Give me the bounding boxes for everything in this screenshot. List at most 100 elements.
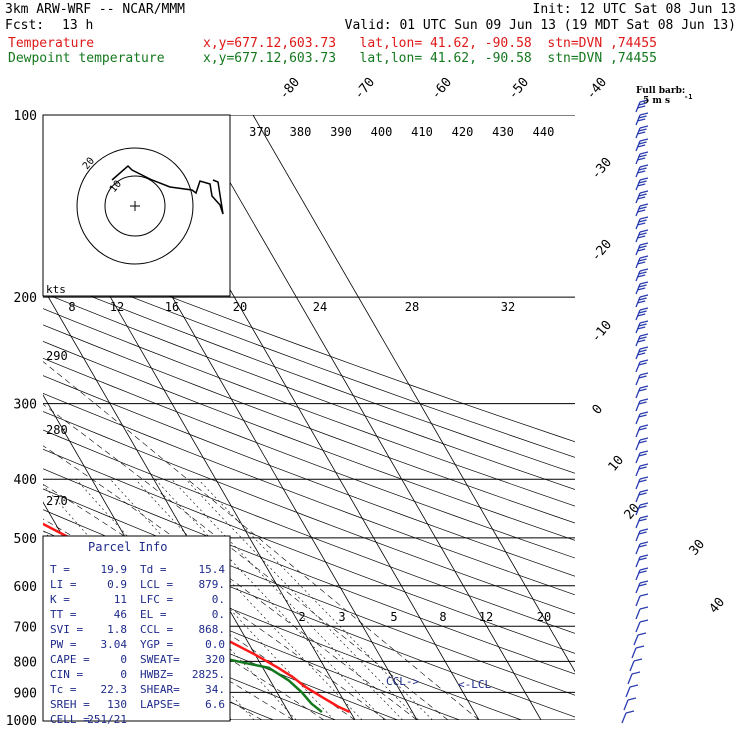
wind-barb-feather	[638, 375, 647, 379]
wind-barb-feather	[638, 336, 647, 340]
wind-barb-feather	[639, 216, 649, 220]
wind-barb	[635, 114, 641, 126]
wind-barb	[635, 478, 641, 490]
parcel-info-cell: SREH =	[50, 698, 90, 711]
parcel-info-cell: CCL =	[140, 623, 173, 636]
mixing-ratio-line	[171, 478, 403, 720]
model-title: 3km ARW-WRF -- NCAR/MMM	[5, 2, 186, 17]
barb-legend-sup: -1	[684, 93, 692, 101]
wind-barb-feather	[638, 310, 647, 314]
wind-barb-feather	[639, 463, 649, 467]
mixing-ratio-label: 2	[298, 610, 305, 624]
isotherm-tick-label: -10	[589, 318, 616, 346]
parcel-info-title: Parcel Info	[88, 540, 167, 554]
mixing-ratio-line	[185, 478, 419, 720]
wind-barb-feather	[625, 710, 635, 714]
wind-barb	[635, 556, 641, 568]
pressure-tick-label: 600	[14, 580, 37, 595]
pressure-tick-label: 800	[14, 655, 37, 670]
hodograph-units: kts	[46, 283, 66, 296]
parcel-info-cell: 1.8	[107, 623, 127, 636]
parcel-info-cell: 868.	[199, 623, 226, 636]
wind-barb-feather	[639, 190, 649, 194]
wind-barb	[635, 400, 641, 412]
wind-barb-feather	[637, 144, 646, 148]
pressure-tick-label: 200	[14, 291, 37, 306]
parcel-info-cell: CIN =	[50, 668, 83, 681]
wind-barb	[635, 257, 641, 269]
wind-barb	[635, 205, 641, 217]
parcel-info-cell: 251/21	[87, 713, 127, 726]
pressure-tick-label: 300	[14, 398, 37, 413]
wind-barb-feather	[638, 102, 647, 106]
mixing-ratio-label: 32	[501, 300, 515, 314]
wind-barb	[629, 660, 635, 672]
parcel-info-cell: 22.3	[101, 683, 128, 696]
parcel-info-cell: 11	[114, 593, 127, 606]
wind-barb	[635, 582, 641, 594]
wind-barb-feather	[638, 349, 647, 353]
isotherm-tick-label: 40	[707, 595, 729, 617]
wind-barb-feather	[639, 541, 649, 545]
wind-barb	[635, 101, 641, 113]
mixing-ratio-label: 8	[68, 300, 75, 314]
wind-barb-feather	[638, 518, 647, 522]
dry-adiabat-line	[43, 324, 575, 524]
wind-barb	[635, 595, 641, 607]
wind-barb-feather	[639, 619, 649, 623]
parcel-info-cell: 0	[120, 653, 127, 666]
wind-barb-feather	[639, 580, 649, 584]
mixing-ratio-label: 3	[338, 610, 345, 624]
init-time: Init: 12 UTC Sat 08 Jun 13	[532, 2, 737, 17]
forecast-hour: 13 h	[62, 18, 94, 33]
parcel-info-cell: Td =	[140, 563, 167, 576]
dry-adiabat-line	[43, 246, 575, 443]
theta-e-label: 370	[249, 125, 271, 139]
wind-barb-feather	[638, 245, 647, 249]
temperature-legend-label: Temperature	[8, 36, 95, 51]
isotherm-line	[190, 115, 542, 720]
wind-barb-feather	[638, 505, 647, 509]
mixing-ratio-label: 12	[479, 610, 493, 624]
pressure-tick-label: 400	[14, 473, 37, 488]
parcel-info-box: Parcel Info T = 19.9 Td = 15.4 LI = 0.9 LCL = 8…	[42, 535, 231, 726]
wind-barb-feather	[637, 131, 646, 135]
wind-barb-feather	[637, 157, 646, 161]
wind-barb-feather	[639, 151, 649, 155]
parcel-info-rows: T = 19.9 Td = 15.4 LI = 0.9 LCL = 879. K = 11 LFC …	[50, 563, 225, 726]
mixing-ratio-line	[197, 478, 433, 720]
wind-barb-feather	[639, 346, 649, 350]
wind-barb-feather	[639, 450, 649, 454]
dry-adiabat-line	[43, 340, 575, 541]
wind-barb-feather	[638, 479, 647, 483]
isotherm-tick-label: -20	[589, 237, 616, 265]
wind-barb	[635, 218, 641, 230]
wind-barb-feather	[638, 453, 647, 457]
wind-barb	[635, 543, 641, 555]
wind-barb	[635, 166, 641, 178]
wind-barb	[635, 153, 641, 165]
dry-adiabat-line	[43, 276, 575, 474]
wind-barb	[635, 140, 641, 152]
wind-barb-feather	[639, 203, 649, 207]
wind-barb-feather	[638, 362, 647, 366]
parcel-info-cell: T =	[50, 563, 70, 576]
parcel-info-cell: K =	[50, 593, 70, 606]
wind-barb-feather	[639, 294, 649, 298]
wind-barb-feather	[639, 307, 649, 311]
dry-adiabat-line	[43, 375, 575, 577]
moist-adiabat-line	[43, 403, 449, 720]
isotherm-tick-label: -70	[352, 75, 379, 103]
pressure-tick-label: 1000	[6, 714, 37, 729]
wind-barb-feather	[629, 684, 639, 688]
parcel-info-cell: YGP =	[140, 638, 173, 651]
dry-adiabat-label: 270	[46, 494, 68, 508]
wind-barb-feather	[639, 606, 649, 610]
isotherm-tick-label: -40	[584, 75, 611, 103]
wind-barb	[635, 465, 641, 477]
wind-barb-feather	[639, 489, 649, 493]
wind-barb-feather	[638, 154, 647, 158]
wind-barb-feather	[637, 170, 646, 174]
forecast-label: Fcst:	[5, 18, 45, 33]
